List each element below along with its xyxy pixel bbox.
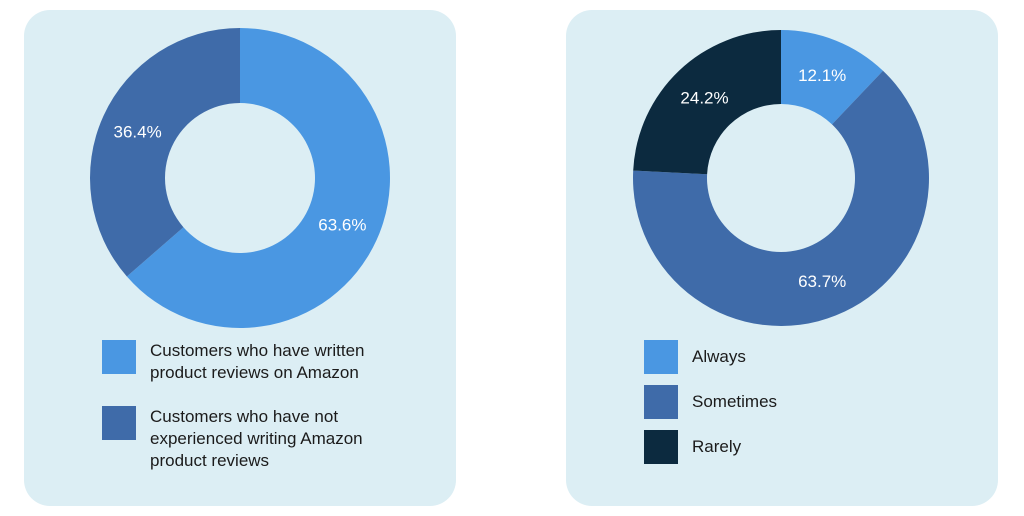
slice-value-label-1: 63.7% [798,272,846,291]
legend-item-sometimes: Sometimes [644,385,777,419]
slice-value-label-2: 24.2% [680,89,728,108]
donut-slice-1 [633,70,929,327]
legend-swatch [102,340,136,374]
legend-label-rarely: Rarely [692,437,742,456]
slice-value-label-0: 12.1% [798,66,846,85]
legend-item-not-written: Customers who have not experienced writi… [102,406,390,472]
donut-slice-1 [90,28,240,277]
donut-slice-0 [126,28,391,328]
legend-label-always: Always [692,347,746,366]
legend-label-sometimes: Sometimes [692,392,778,411]
donut-chart-frequency: 12.1% 63.7% 24.2% [633,30,929,327]
legend-swatch [102,406,136,440]
donut-slice-2 [633,30,781,175]
legend-swatch [644,385,678,419]
legend-item-rarely: Rarely [644,430,741,464]
legend-label-written: Customers who have written product revie… [150,341,365,382]
chart-panel-right: 12.1% 63.7% 24.2% Always Sometimes Rarely [566,10,998,506]
slice-value-label-0: 63.6% [318,216,366,235]
legend-swatch [644,430,678,464]
donut-slice-0 [781,30,883,125]
legend-item-always: Always [644,340,746,374]
legend-swatch [644,340,678,374]
chart-panel-left: 63.6% 36.4% Customers who have written pr… [24,10,456,506]
legend-item-written: Customers who have written product revie… [102,340,390,384]
slice-value-label-1: 36.4% [114,122,162,141]
legend-label-not-written: Customers who have not experienced writi… [150,407,363,470]
donut-chart-reviews: 63.6% 36.4% [90,28,391,328]
